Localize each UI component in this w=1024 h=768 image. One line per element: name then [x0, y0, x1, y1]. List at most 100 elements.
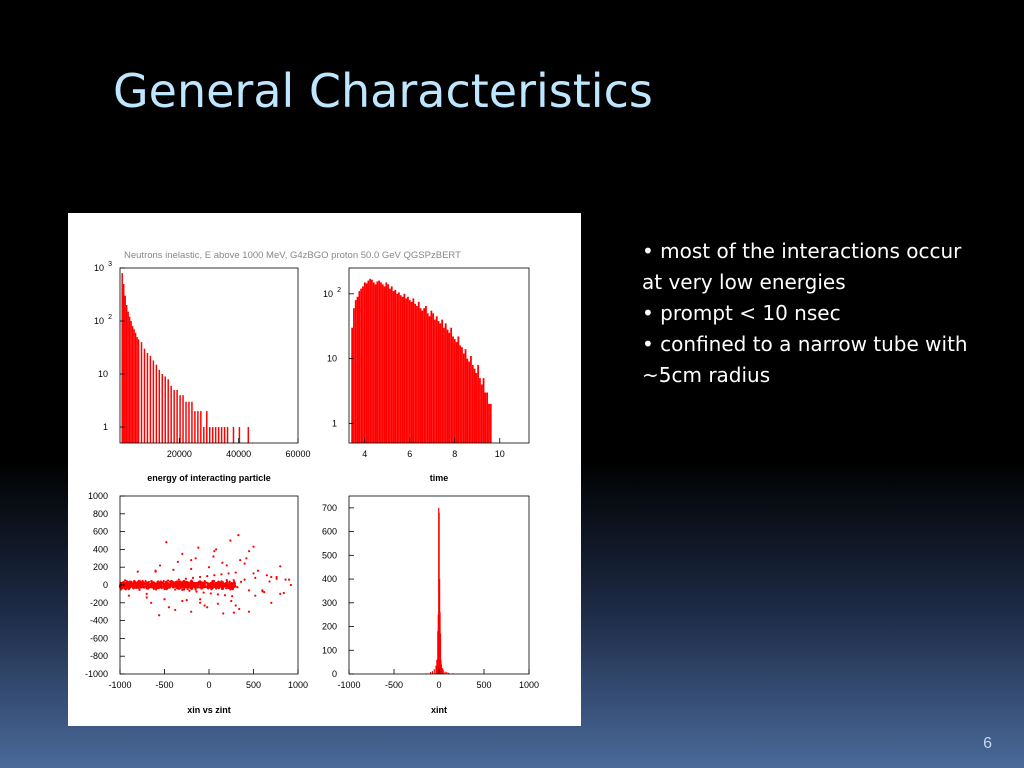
scatter-point — [124, 583, 128, 586]
scatter-point — [155, 584, 159, 587]
figure-panel: Neutrons inelastic, E above 1000 MeV, G4… — [68, 213, 581, 726]
scatter-point — [216, 584, 219, 587]
bar — [421, 310, 424, 443]
y-tick-label: 300 — [322, 598, 337, 608]
scatter-point — [232, 585, 236, 588]
y-tick-label: 500 — [322, 550, 337, 560]
scatter-point — [229, 539, 232, 542]
bar — [444, 671, 446, 674]
bar — [428, 316, 431, 443]
y-tick-label: -600 — [90, 633, 108, 643]
bar — [353, 308, 355, 443]
bar — [131, 326, 134, 443]
scatter-point — [194, 588, 197, 591]
scatter-point — [160, 582, 163, 585]
scatter-point — [174, 608, 177, 612]
y-tick-label: 1000 — [88, 491, 108, 501]
bar — [124, 295, 126, 443]
bar — [146, 352, 149, 443]
scatter-point — [227, 572, 230, 575]
xint-histogram: -1000 -500 0 500 1000 0 100 200 300 400 500 600 700 x… — [322, 495, 539, 715]
scatter-point — [208, 584, 211, 588]
scatter-point — [200, 582, 203, 585]
scatter-point — [194, 557, 197, 560]
x-tick-label: 4 — [362, 449, 367, 459]
scatter-point — [146, 587, 150, 590]
bar — [358, 291, 361, 443]
y-tick-exponent: 3 — [108, 261, 112, 268]
bar — [435, 665, 437, 674]
scatter-point — [144, 582, 148, 585]
bar — [434, 319, 436, 443]
bar — [130, 321, 132, 443]
bullet-item: • most of the interactions occur at very… — [642, 239, 962, 294]
scatter-point — [210, 581, 213, 584]
bar — [392, 291, 395, 443]
bar — [206, 411, 208, 443]
bar — [401, 296, 404, 443]
scatter-point — [211, 581, 214, 585]
x-tick-label: 500 — [246, 680, 261, 690]
slide-number: 6 — [983, 735, 992, 752]
y-tick-exponent: 2 — [108, 314, 112, 321]
scatter-point — [163, 598, 166, 601]
bar — [185, 401, 187, 443]
scatter-point — [188, 589, 191, 592]
bar — [161, 374, 164, 443]
bar — [121, 273, 123, 443]
bar — [396, 293, 399, 443]
y-tick-label: 100 — [322, 645, 337, 655]
bar — [442, 669, 444, 674]
bar — [437, 321, 440, 443]
scatter-point — [198, 580, 201, 583]
y-tick-label: 200 — [93, 562, 108, 572]
y-tick-label: 700 — [322, 503, 337, 513]
x-tick-label: -500 — [385, 680, 403, 690]
bar — [417, 301, 420, 443]
bar — [461, 347, 463, 443]
scatter-point — [228, 581, 231, 584]
scatter-point — [208, 582, 211, 585]
y-tick-label: 1 — [332, 418, 337, 428]
x-tick-label: 1000 — [519, 680, 539, 690]
bar — [387, 284, 390, 443]
scatter-point — [123, 579, 127, 582]
scatter-point — [206, 606, 209, 609]
scatter-point — [225, 579, 228, 582]
y-tick-label: 10 — [327, 354, 337, 364]
bar — [238, 427, 241, 443]
scatter-point — [221, 581, 224, 584]
scatter-point — [165, 541, 168, 544]
bar — [390, 286, 393, 443]
bar — [486, 392, 489, 443]
scatter-point — [178, 583, 181, 587]
scatter-point — [183, 581, 186, 584]
scatter-point — [145, 584, 148, 587]
scatter-point — [150, 601, 153, 604]
bar — [211, 427, 214, 443]
bar — [137, 339, 140, 443]
scatter-point — [224, 584, 228, 587]
bar — [176, 389, 178, 443]
scatter-point — [231, 595, 234, 598]
scatter-point — [174, 588, 177, 591]
plot-frame — [348, 267, 530, 444]
scatter-point — [162, 579, 165, 583]
scatter-point — [254, 594, 257, 597]
scatter-point — [199, 601, 202, 604]
scatter-point — [270, 575, 273, 579]
scatter-point — [144, 580, 147, 583]
scatter-point — [186, 581, 190, 584]
scatter-point — [216, 602, 219, 605]
scatter-point — [142, 582, 145, 585]
y-tick-label: 10 — [94, 316, 104, 326]
scatter-point — [154, 588, 158, 591]
scatter-point — [127, 584, 130, 587]
x-axis-label: xin vs zint — [187, 705, 231, 715]
bar — [383, 286, 386, 443]
bar — [432, 313, 435, 443]
bar — [203, 427, 205, 443]
bar — [444, 323, 447, 443]
scatter-point — [177, 580, 180, 583]
bar — [367, 280, 370, 443]
